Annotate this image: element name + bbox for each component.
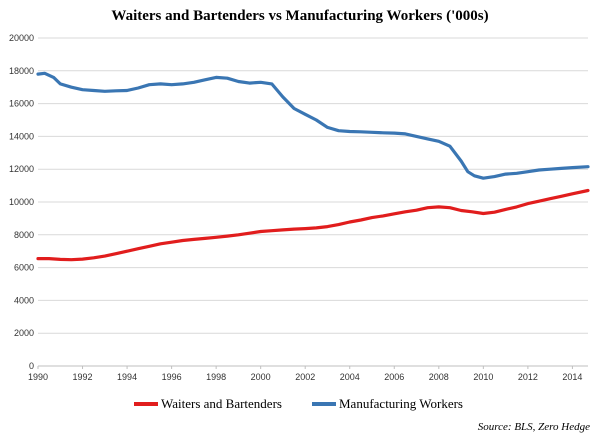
x-tick-label: 1996: [162, 372, 182, 382]
grid-lines: [38, 37, 588, 334]
y-tick-label: 20000: [9, 33, 34, 43]
x-tick-label: 2008: [429, 372, 449, 382]
series-line-manufacturing: [36, 71, 590, 180]
y-tick-label: 14000: [9, 131, 34, 141]
legend-label-manufacturing: Manufacturing Workers: [339, 396, 463, 411]
series-lines: [36, 71, 590, 262]
x-tick-label: 2010: [473, 372, 493, 382]
series-line-waiters: [36, 188, 590, 262]
x-tick-label: 1994: [117, 372, 137, 382]
y-tick-label: 8000: [14, 230, 34, 240]
x-tick-label: 1992: [73, 372, 93, 382]
x-tick-label: 2014: [562, 372, 582, 382]
y-tick-label: 16000: [9, 99, 34, 109]
x-tick-label: 2004: [340, 372, 360, 382]
x-tick-label: 2006: [384, 372, 404, 382]
x-tick-label: 2012: [518, 372, 538, 382]
legend: Waiters and Bartenders Manufacturing Wor…: [134, 396, 463, 411]
y-tick-label: 2000: [14, 328, 34, 338]
y-tick-label: 0: [29, 361, 34, 371]
x-axis-ticks: 1990 1992 1994 1996 1998 2000 2002 2004 2006 2008…: [28, 366, 582, 382]
y-tick-label: 12000: [9, 164, 34, 174]
x-tick-label: 2002: [295, 372, 315, 382]
x-tick-label: 1990: [28, 372, 48, 382]
chart-title: Waiters and Bartenders vs Manufacturing …: [111, 8, 488, 24]
source-note: Source: BLS, Zero Hedge: [478, 421, 590, 433]
x-tick-label: 2000: [251, 372, 271, 382]
y-tick-label: 10000: [9, 197, 34, 207]
y-tick-label: 6000: [14, 263, 34, 273]
y-axis-ticks: 0 2000 4000 6000 8000 10000 12000 14000 16000 180…: [9, 33, 34, 371]
x-tick-label: 1998: [206, 372, 226, 382]
legend-label-waiters: Waiters and Bartenders: [161, 396, 282, 411]
y-tick-label: 4000: [14, 295, 34, 305]
y-tick-label: 18000: [9, 66, 34, 76]
